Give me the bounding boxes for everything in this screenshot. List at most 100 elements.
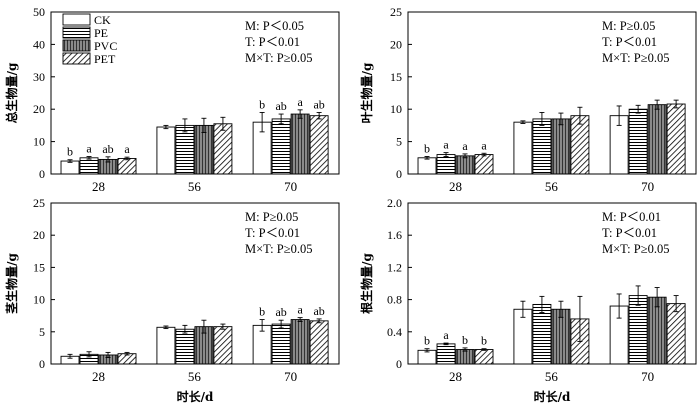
bar-pe-28	[436, 343, 456, 365]
error-bar-pet-28	[481, 152, 487, 157]
bar-pe-56	[175, 124, 195, 175]
error-bar-pe-70	[278, 319, 284, 329]
bar-ck-56	[156, 126, 176, 175]
sig-label-ck-28: b	[67, 145, 73, 159]
error-bar-ck-70	[616, 105, 622, 126]
bar-pe-28	[79, 157, 99, 175]
x-tick-label: 70	[641, 179, 654, 194]
y-axis-label: 根生物量/g	[359, 253, 374, 314]
y-axis-label: 叶生物量/g	[359, 62, 374, 123]
y-tick-label: 20	[390, 37, 402, 51]
error-bar-pvc-56	[558, 112, 564, 126]
stat-annotation: T: P＜0.01	[245, 226, 300, 240]
error-bar-pet-28	[481, 348, 487, 351]
error-bar-ck-56	[163, 325, 169, 330]
x-tick-label: 28	[92, 179, 105, 194]
error-bar-pe-28	[443, 342, 449, 346]
error-bar-pvc-56	[201, 117, 207, 133]
sig-label-pvc-28: ab	[102, 142, 113, 156]
sig-label-pet-28: b	[481, 334, 487, 348]
error-bar-pet-56	[220, 323, 226, 330]
error-bar-pe-70	[278, 113, 284, 125]
error-bar-ck-28	[67, 353, 73, 359]
error-bar-pvc-28	[462, 153, 468, 159]
plot-frame	[50, 11, 340, 175]
error-bar-pet-56	[577, 106, 583, 125]
y-tick-label: 0	[396, 167, 402, 181]
bar-pet-56	[213, 123, 233, 175]
plot-frame	[407, 202, 697, 365]
error-bar-pvc-70	[654, 99, 660, 110]
stat-annotation: T: P＜0.01	[245, 35, 300, 49]
y-tick-label: 5	[39, 325, 45, 339]
sig-label-pe-70: ab	[275, 305, 286, 319]
plot-frame	[407, 11, 697, 175]
bar-pet-56	[213, 326, 233, 365]
stat-annotation: M×T: P≥0.05	[602, 51, 669, 65]
x-tick-label: 28	[449, 369, 462, 384]
bar-ck-56	[513, 121, 533, 175]
y-tick-label: 0	[396, 357, 402, 371]
sig-label-pet-70: ab	[313, 304, 324, 318]
plot-frame	[50, 202, 340, 365]
error-bar-pvc-56	[201, 319, 207, 334]
y-tick-label: 30	[33, 70, 45, 84]
y-tick-label: 0.8	[387, 293, 402, 307]
sig-label-ck-28: b	[424, 142, 430, 156]
sig-label-pet-28: a	[481, 138, 487, 152]
bar-pe-56	[532, 118, 552, 175]
legend-swatch-pvc	[62, 39, 91, 52]
error-bar-pe-28	[443, 152, 449, 157]
sig-label-pvc-28: b	[462, 333, 468, 347]
legend-label-pe: PE	[94, 26, 108, 40]
error-bar-pet-56	[577, 295, 583, 342]
y-tick-label: 50	[33, 5, 45, 19]
error-bar-pet-70	[673, 99, 679, 109]
error-bar-pvc-70	[297, 109, 303, 119]
bar-pet-28	[474, 349, 494, 365]
sig-label-pvc-28: a	[462, 139, 468, 153]
bar-pvc-56	[551, 118, 571, 175]
sig-label-pet-28: a	[124, 142, 130, 156]
x-tick-label: 28	[449, 179, 462, 194]
x-axis-label: 时长/d	[534, 389, 571, 404]
y-tick-label: 25	[33, 196, 45, 210]
error-bar-ck-56	[520, 300, 526, 318]
y-tick-label: 10	[33, 135, 45, 149]
error-bar-ck-56	[520, 120, 526, 124]
bar-pe-70	[271, 323, 291, 365]
bar-pe-70	[628, 108, 648, 175]
stat-annotation: M×T: P≥0.05	[602, 242, 669, 256]
bar-pet-28	[117, 157, 137, 175]
x-tick-label: 70	[284, 369, 297, 384]
error-bar-pe-28	[86, 156, 92, 160]
y-axis-label: 总生物量/g	[4, 62, 19, 123]
bar-pe-70	[628, 295, 648, 365]
stat-annotation: M×T: P≥0.05	[245, 51, 312, 65]
stat-annotation: M: P＜0.05	[245, 19, 304, 33]
error-bar-ck-56	[163, 124, 169, 130]
bar-pe-70	[271, 118, 291, 175]
error-bar-ck-28	[424, 156, 430, 160]
error-bar-ck-70	[259, 319, 265, 332]
y-tick-label: 20	[33, 228, 45, 242]
sig-label-pe-28: a	[443, 138, 449, 152]
bar-pvc-70	[290, 319, 310, 365]
sig-label-pe-70: ab	[275, 99, 286, 113]
x-tick-label: 70	[641, 369, 654, 384]
error-bar-pe-56	[182, 118, 188, 133]
x-axis-label: 时长/d	[177, 389, 214, 404]
error-bar-pe-28	[86, 351, 92, 358]
bar-pvc-28	[455, 155, 475, 175]
legend-label-pet: PET	[94, 52, 116, 66]
y-tick-label: 2.0	[387, 196, 402, 210]
error-bar-ck-70	[259, 111, 265, 133]
sig-label-ck-28: b	[424, 334, 430, 348]
error-bar-pvc-28	[105, 156, 111, 163]
bar-pe-56	[175, 328, 195, 365]
stat-annotation: M: P≥0.05	[602, 19, 655, 33]
error-bar-pvc-70	[654, 287, 660, 308]
